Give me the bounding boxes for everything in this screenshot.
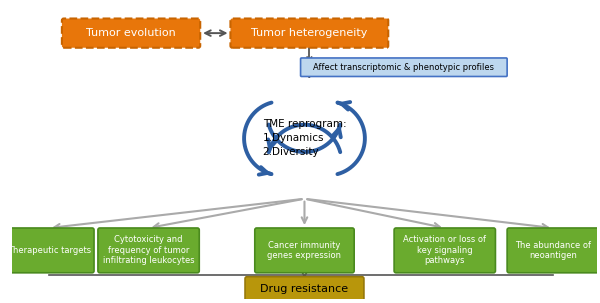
FancyBboxPatch shape — [62, 18, 200, 48]
FancyBboxPatch shape — [255, 228, 354, 273]
Text: The abundance of
neoantigen: The abundance of neoantigen — [515, 241, 591, 260]
Text: Cytotoxicity and
frequency of tumor
infiltrating leukocytes: Cytotoxicity and frequency of tumor infi… — [103, 235, 194, 265]
Text: Tumor heterogeneity: Tumor heterogeneity — [251, 28, 368, 38]
Text: Affect transcriptomic & phenotypic profiles: Affect transcriptomic & phenotypic profi… — [313, 63, 494, 72]
FancyBboxPatch shape — [301, 58, 507, 76]
Text: Tumor evolution: Tumor evolution — [86, 28, 176, 38]
FancyBboxPatch shape — [507, 228, 599, 273]
Text: Activation or loss of
key signaling
pathways: Activation or loss of key signaling path… — [403, 235, 486, 265]
Text: Cancer immunity
genes expression: Cancer immunity genes expression — [268, 241, 341, 260]
Text: Drug resistance: Drug resistance — [260, 284, 349, 294]
Text: Therapeutic targets: Therapeutic targets — [8, 246, 91, 255]
FancyBboxPatch shape — [4, 228, 94, 273]
FancyBboxPatch shape — [245, 277, 364, 302]
FancyBboxPatch shape — [230, 18, 388, 48]
Text: TME reprogram:
1.Dynamics
2.Diversity: TME reprogram: 1.Dynamics 2.Diversity — [263, 119, 346, 157]
FancyBboxPatch shape — [394, 228, 496, 273]
FancyBboxPatch shape — [98, 228, 199, 273]
